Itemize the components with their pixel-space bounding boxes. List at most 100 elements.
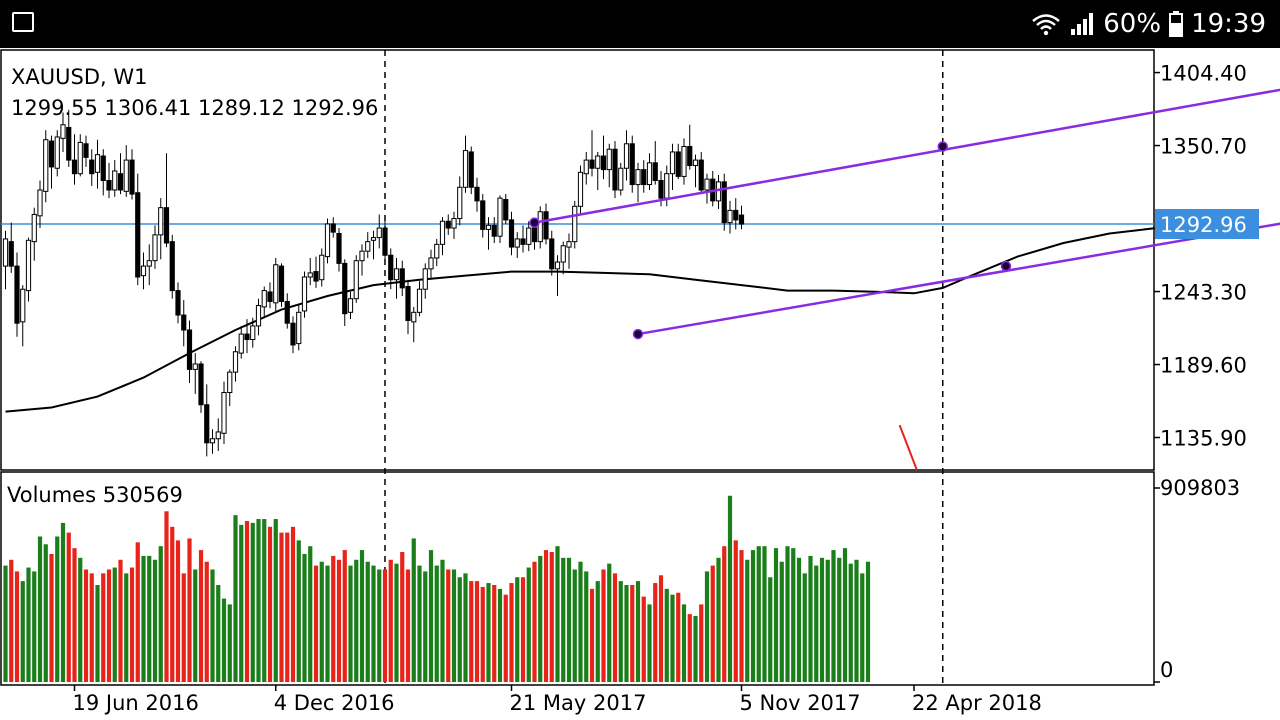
volume-bar: [440, 559, 445, 682]
volume-bar: [400, 552, 405, 682]
volume-bar: [204, 561, 209, 682]
candle: [301, 271, 308, 318]
candle-body: [330, 223, 336, 233]
candle-body: [77, 141, 83, 175]
volume-bar: [210, 569, 215, 682]
symbol-timeframe: XAUUSD, W1: [11, 65, 147, 89]
volume-bar: [842, 548, 848, 682]
volume-bar: [854, 559, 859, 682]
candle-body: [549, 238, 555, 270]
price-tick-label: 1404.40: [1160, 62, 1247, 86]
candle: [296, 305, 302, 351]
candle-body: [635, 169, 641, 186]
volume-bar: [469, 581, 474, 682]
candle-body: [376, 227, 382, 239]
volume-bar: [164, 511, 169, 682]
candle: [129, 149, 135, 200]
candle-body: [422, 268, 428, 290]
candle: [543, 203, 549, 245]
candle-body: [405, 286, 411, 321]
volume-bar: [773, 548, 779, 682]
candle-body: [175, 290, 181, 316]
candle-body: [140, 265, 147, 277]
volume-plot-frame: [0, 471, 1155, 686]
candle: [451, 211, 457, 239]
candle: [43, 130, 49, 203]
volume-bar: [785, 546, 790, 682]
price-tick-label: 1243.30: [1160, 281, 1247, 305]
date-tick-label: 21 May 2017: [510, 691, 647, 715]
price-tick-label: 1189.60: [1160, 354, 1247, 378]
volume-bar: [141, 555, 146, 682]
candle: [163, 153, 170, 248]
candle-body: [365, 241, 371, 252]
candle: [738, 205, 745, 230]
candle: [606, 143, 612, 188]
candle: [8, 222, 14, 273]
candle: [330, 217, 336, 238]
candle: [66, 109, 72, 167]
price-chart[interactable]: 1404.40 1350.70 1243.30 1189.60 1135.90 1292.…: [0, 48, 1280, 720]
candle: [457, 176, 463, 226]
candle-body: [669, 151, 676, 175]
volume-bar: [342, 550, 347, 682]
candle-body: [267, 291, 273, 302]
gallery-icon: [12, 12, 34, 32]
candle: [721, 173, 727, 231]
candle: [353, 255, 359, 303]
volume-bar: [756, 546, 761, 682]
candle: [221, 381, 227, 445]
candle-body: [152, 234, 158, 262]
candle-body: [560, 245, 566, 263]
volume-bar: [273, 519, 278, 682]
volume-bar: [607, 563, 612, 682]
candle: [14, 252, 20, 337]
volume-bar: [739, 550, 744, 682]
candle: [733, 198, 739, 230]
candle: [175, 282, 181, 324]
candle-body: [462, 150, 469, 188]
volume-bar: [198, 550, 204, 682]
current-price-label: 1292.96: [1160, 213, 1247, 237]
candle-body: [572, 205, 578, 243]
candle: [370, 230, 377, 260]
candle: [514, 232, 520, 258]
candle: [399, 260, 405, 297]
channel-anchor-point[interactable]: [632, 328, 644, 340]
candle-body: [66, 126, 72, 161]
battery-level: 60%: [1103, 9, 1162, 39]
volume-bar: [653, 583, 658, 682]
volume-bar: [451, 569, 457, 682]
candle-body: [411, 311, 417, 323]
candle-body: [583, 159, 589, 175]
channel-anchor-point[interactable]: [529, 217, 540, 228]
volume-bar: [647, 604, 652, 682]
candle: [267, 282, 273, 309]
candle: [20, 285, 26, 347]
candle: [261, 286, 267, 317]
volume-bar: [267, 526, 273, 682]
candle: [106, 162, 112, 199]
volume-bar: [216, 585, 221, 682]
volume-bar: [434, 565, 439, 682]
candle-body: [112, 170, 118, 191]
candle-body: [2, 238, 9, 267]
candle: [359, 244, 365, 276]
candle-body: [232, 351, 239, 373]
channel-anchor-point[interactable]: [937, 141, 948, 152]
candle: [284, 293, 290, 329]
candle: [623, 130, 630, 181]
volume-bar: [480, 586, 485, 682]
candle-body: [48, 140, 55, 168]
current-price-badge: [1155, 209, 1259, 240]
channel-lower-line[interactable]: [637, 204, 1280, 336]
candle-body: [284, 300, 290, 324]
candle: [215, 418, 221, 451]
candle: [577, 165, 584, 215]
volume-bar: [417, 565, 422, 682]
channel-anchor-point[interactable]: [1000, 260, 1012, 272]
channel-upper-line[interactable]: [534, 73, 1280, 224]
candle: [71, 134, 78, 185]
date-tick-label: 19 Jun 2016: [73, 691, 199, 715]
volume-bar: [578, 561, 583, 682]
